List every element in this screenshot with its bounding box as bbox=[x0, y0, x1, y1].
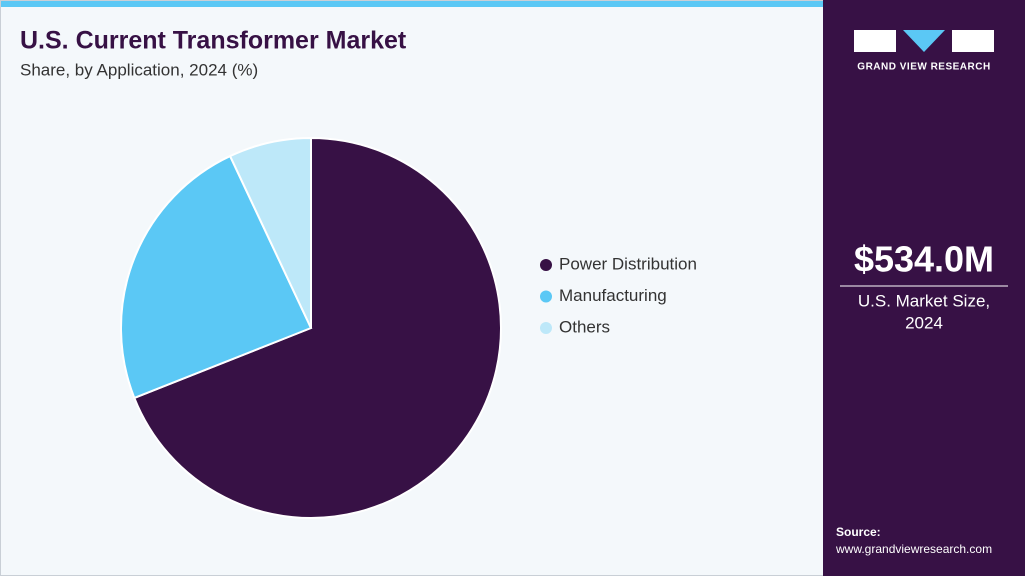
logo-block bbox=[952, 30, 994, 52]
logo-block bbox=[854, 30, 896, 52]
market-size: $534.0M bbox=[854, 239, 994, 280]
legend-label: Power Distribution bbox=[559, 254, 697, 273]
source-label: Source: bbox=[836, 525, 881, 539]
legend-label: Manufacturing bbox=[559, 286, 667, 305]
chart-subtitle: Share, by Application, 2024 (%) bbox=[20, 60, 258, 79]
pie-slice bbox=[120, 154, 313, 400]
legend-swatch bbox=[540, 259, 552, 271]
logo-triangle bbox=[903, 30, 945, 52]
legend-swatch bbox=[540, 290, 552, 303]
legend-label: Others bbox=[559, 317, 610, 336]
chart-title: U.S. Current Transformer Market bbox=[20, 27, 407, 55]
side-panel bbox=[823, 0, 1025, 576]
source-url: www.grandviewresearch.com bbox=[835, 542, 992, 556]
market-size-label: U.S. Market Size, bbox=[858, 291, 990, 310]
legend-swatch bbox=[540, 322, 552, 334]
pie-slice bbox=[133, 136, 502, 519]
brand-name: GRAND VIEW RESEARCH bbox=[857, 62, 990, 73]
top-stripe bbox=[0, 0, 823, 7]
pie-slice bbox=[228, 136, 312, 329]
logo bbox=[854, 30, 994, 52]
market-size-label: 2024 bbox=[905, 313, 943, 332]
